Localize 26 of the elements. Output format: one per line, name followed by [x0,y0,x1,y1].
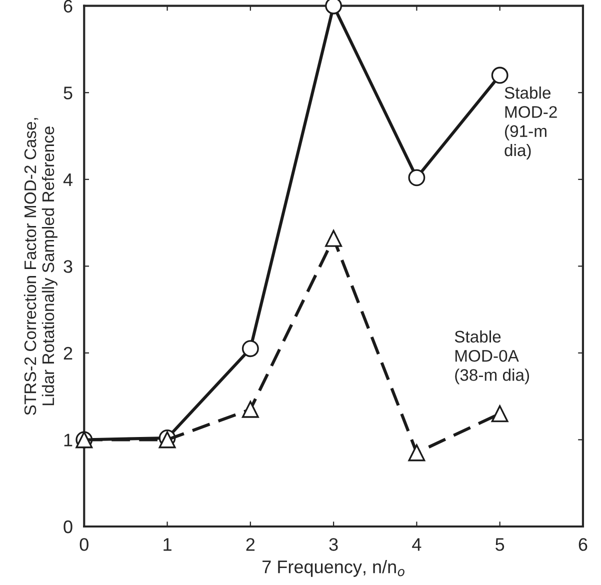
x-tick-label: 5 [496,538,504,551]
point [408,169,426,186]
y-tick-label: 2 [64,346,72,360]
x-tick-label: 3 [329,538,338,551]
y-tick-label: 4 [63,174,72,186]
point [491,66,508,84]
legend-label: Stable MOD-2 (91-m dia) [504,86,557,160]
point [325,230,342,247]
y-tick-label: 3 [64,260,72,273]
point [242,400,259,418]
point [408,444,426,462]
y-tick-label: 0 [64,520,72,534]
y-tick-label: 5 [64,86,72,100]
x-axis-title: 7 Frequency, n/n$_{o}$ [262,560,404,577]
x-tick-label: 6 [578,538,588,551]
y-axis-title: STRS-2 Correction Factor MOD-2 Case, Lidar Rotationally Sampled Reference [24,118,58,415]
point [325,0,342,14]
x-tick-label: 1 [164,538,172,551]
x-tick-label: 2 [246,538,255,551]
x-tick-label: 0 [80,538,88,551]
point [242,340,259,358]
text: Stable MOD-0A (38-m dia) [454,330,530,384]
y-tick-label: 6 [64,0,72,13]
y-tick-label: 1 [64,434,72,446]
x-tick-label: 4 [412,538,422,551]
point [491,405,508,422]
